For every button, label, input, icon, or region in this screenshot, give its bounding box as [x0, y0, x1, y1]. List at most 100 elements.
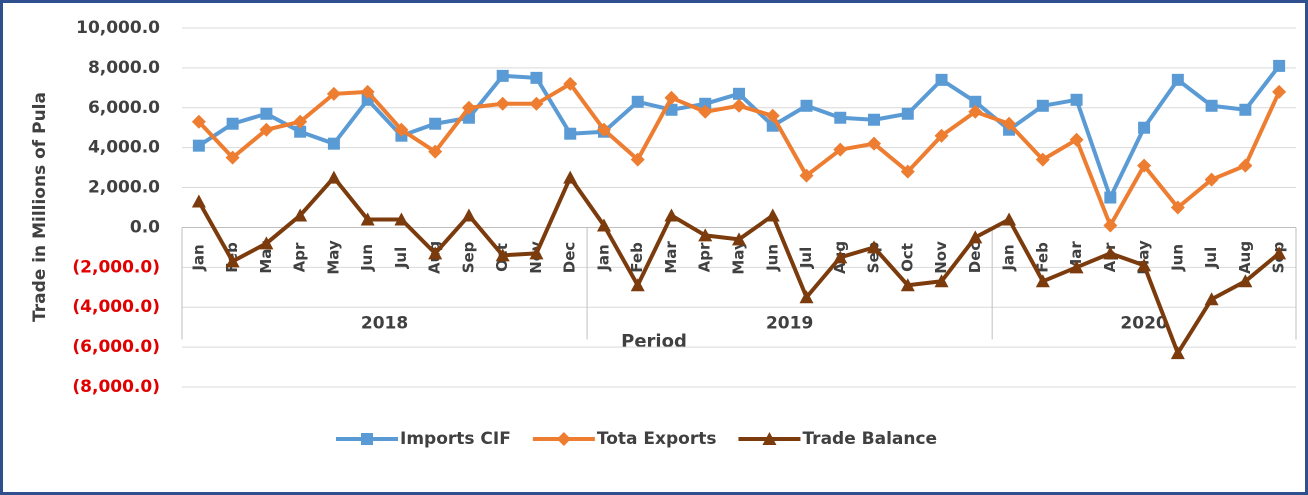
legend-label: Tota Exports [597, 429, 717, 449]
x-tick-label: Dec [561, 242, 579, 274]
x-axis-label: Period [621, 331, 687, 352]
data-point [833, 142, 848, 157]
data-point [935, 73, 948, 86]
data-point [226, 117, 239, 130]
data-point [529, 246, 544, 260]
x-tick-label: Jul [392, 247, 410, 269]
data-point [259, 236, 274, 250]
data-point [394, 212, 409, 226]
data-point [901, 107, 914, 120]
data-point [765, 208, 780, 222]
data-point [834, 111, 847, 124]
data-point [698, 104, 713, 119]
data-point [563, 76, 578, 91]
y-tick-label: (6,000.0) [72, 337, 160, 357]
data-point [428, 144, 443, 159]
data-point [800, 99, 813, 112]
data-point [1069, 260, 1084, 274]
data-point [1035, 274, 1050, 288]
x-tick-label: Oct [898, 243, 916, 272]
data-point [293, 114, 308, 129]
data-point [699, 97, 712, 110]
data-point [1104, 191, 1117, 204]
data-point [867, 136, 882, 151]
y-tick-label: (8,000.0) [72, 377, 160, 397]
x-tick-label: Feb [628, 242, 646, 273]
legend-marker [762, 432, 777, 445]
data-point [260, 107, 273, 120]
data-point [259, 122, 274, 137]
data-point [596, 122, 611, 137]
x-tick-label: Jan [189, 244, 207, 271]
legend-label: Imports CIF [400, 429, 511, 449]
y-tick-label: 4,000.0 [88, 138, 160, 158]
data-point [293, 208, 308, 222]
data-point [326, 86, 341, 101]
data-point [428, 246, 443, 260]
y-tick-label: (4,000.0) [72, 297, 160, 317]
data-point [732, 232, 746, 246]
data-point [1273, 59, 1286, 72]
data-point [867, 240, 882, 254]
data-point [968, 104, 983, 119]
data-point [1205, 99, 1218, 112]
data-point [631, 95, 644, 108]
y-tick-label: 2,000.0 [88, 178, 160, 198]
group-label: 2020 [1120, 313, 1167, 333]
data-point [900, 278, 915, 292]
data-point [799, 168, 814, 183]
data-point [733, 87, 745, 100]
data-point [191, 114, 206, 129]
group-label: 2018 [361, 313, 408, 333]
data-point [1238, 158, 1253, 173]
data-point [1204, 172, 1219, 187]
data-point [630, 152, 645, 167]
data-point [833, 250, 848, 264]
y-tick-label: 10,000.0 [76, 18, 160, 38]
data-point [429, 117, 442, 130]
data-point [563, 170, 578, 184]
x-tick-label: Sep [459, 241, 477, 273]
data-point [1036, 99, 1049, 112]
data-point [698, 228, 713, 242]
y-tick-label: 6,000.0 [88, 98, 160, 118]
x-tick-label: Jan [1000, 244, 1018, 271]
data-point [360, 84, 375, 99]
legend-marker [361, 433, 373, 445]
data-point [664, 90, 679, 105]
data-point [1204, 292, 1219, 306]
data-point [1137, 258, 1152, 272]
x-tick-label: Jul [1202, 247, 1220, 269]
data-point [326, 170, 341, 184]
group-label: 2019 [766, 313, 813, 333]
x-tick-label: Nov [932, 241, 950, 274]
data-point [969, 95, 982, 108]
y-axis-label: Trade in Millions of Pula [30, 92, 50, 322]
data-point [765, 108, 780, 123]
data-point [1272, 246, 1287, 260]
data-point [1170, 200, 1185, 215]
data-point [1138, 121, 1151, 134]
data-point [1035, 152, 1050, 167]
data-point [1272, 84, 1287, 99]
data-point [294, 125, 307, 138]
data-point [495, 96, 510, 111]
x-tick-label: Jun [1168, 244, 1186, 272]
data-point [192, 139, 205, 152]
data-point [1170, 346, 1185, 360]
y-tick-label: 0.0 [130, 217, 160, 237]
data-point [1137, 158, 1152, 173]
data-point [360, 212, 375, 226]
data-point [1002, 212, 1017, 226]
data-point [799, 290, 814, 304]
y-tick-label: 8,000.0 [88, 58, 160, 78]
x-tick-label: May [324, 240, 342, 275]
data-point [191, 194, 206, 208]
data-point [732, 98, 746, 113]
data-point [1171, 73, 1184, 86]
data-point [868, 113, 881, 126]
x-tick-label: Jan [594, 244, 612, 271]
y-tick-label: (2,000.0) [72, 257, 160, 277]
data-point [1070, 93, 1083, 106]
